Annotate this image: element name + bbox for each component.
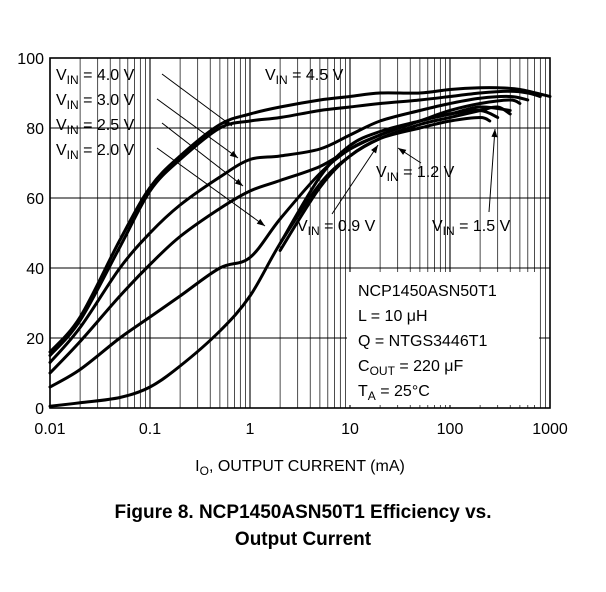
arrow-head [491, 129, 498, 138]
series-line-1 [48, 89, 542, 357]
series-label-7: VIN = 0.9 V [297, 218, 376, 238]
arrow-head [398, 148, 407, 155]
test-condition-line: COUT = 220 μF [358, 358, 464, 378]
arrow-head [234, 178, 243, 186]
figure-caption-line2: Output Current [234, 529, 372, 550]
leader-line [156, 98, 239, 159]
efficiency-chart: 0 20 40 60 80 100 0.01 0.1 1 10 100 1000 VIN = 4.5… [17, 51, 568, 478]
x-tick-label: 10 [341, 421, 359, 438]
arrow-head [371, 145, 378, 154]
test-condition-line: Q = NTGS3446T1 [358, 333, 487, 350]
leader-line [161, 73, 233, 127]
test-conditions: NCP1450ASN50T1 L = 10 μH Q = NTGS3446T1 COU… [358, 283, 497, 403]
arrow-head [256, 218, 265, 226]
test-condition-line: TA = 25°C [358, 383, 430, 403]
series-label-4: VIN = 2.0 V [56, 142, 135, 162]
x-tick-labels: 0.01 0.1 1 10 100 1000 [34, 421, 567, 438]
series-line-0 [48, 86, 552, 354]
series-label-1: VIN = 4.0 V [56, 67, 135, 87]
figure-caption-line1: Figure 8. NCP1450ASN50T1 Efficiency vs. [114, 502, 492, 523]
series-labels: VIN = 4.5 V VIN = 4.0 V VIN = 3.0 V VIN = 2… [56, 67, 511, 238]
arrow-head [223, 118, 232, 126]
plot-frame [49, 57, 551, 409]
leader-line [161, 122, 244, 187]
leader-line [156, 147, 266, 227]
series-line-6 [278, 108, 500, 245]
series-label-6: VIN = 1.2 V [376, 164, 455, 184]
x-axis-label: IO, OUTPUT CURRENT (mA) [195, 458, 405, 478]
series-line-7 [278, 116, 492, 252]
series-label-0: VIN = 4.5 V [265, 67, 344, 87]
x-tick-label: 100 [437, 421, 464, 438]
series-line-3 [48, 98, 522, 375]
leader-line [331, 144, 379, 215]
y-tick-label: 80 [26, 121, 44, 138]
series-line-5 [48, 105, 512, 408]
y-tick-label: 60 [26, 191, 44, 208]
x-tick-label: 1 [246, 421, 255, 438]
y-tick-labels: 0 20 40 60 80 100 [17, 51, 44, 418]
x-tick-label: 1000 [532, 421, 568, 438]
y-tick-label: 40 [26, 261, 44, 278]
y-tick-label: 20 [26, 331, 44, 348]
y-tick-label: 100 [17, 51, 44, 68]
series-label-3: VIN = 2.5 V [56, 117, 135, 137]
x-tick-label: 0.01 [34, 421, 65, 438]
label-leader-lines [156, 73, 498, 227]
series-lines [48, 86, 552, 408]
test-condition-line: L = 10 μH [358, 308, 428, 325]
series-label-2: VIN = 3.0 V [56, 92, 135, 112]
leader-line [488, 128, 496, 213]
y-tick-label: 0 [35, 401, 44, 418]
series-label-5: VIN = 1.5 V [432, 218, 511, 238]
arrow-head [229, 150, 238, 158]
x-tick-label: 0.1 [139, 421, 161, 438]
series-line-2 [48, 94, 530, 364]
test-condition-line: NCP1450ASN50T1 [358, 283, 497, 300]
params-box-background [347, 272, 539, 405]
